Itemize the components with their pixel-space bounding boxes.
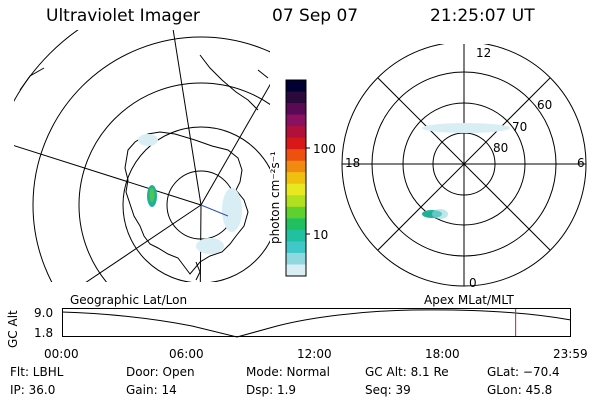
meridian [85, 204, 202, 282]
gc-alt-axis-label: GC Alt [6, 310, 20, 348]
gc-alt-value: GC Alt: 8.1 Re [365, 365, 449, 379]
colorbar-swatch [286, 91, 306, 104]
colorbar-swatch [286, 160, 306, 173]
meridian [172, 30, 202, 206]
lat-circle [78, 82, 270, 282]
mlt-label-6: 6 [577, 156, 585, 170]
colorbar-swatch [286, 229, 306, 242]
apex-mlat-mlt-label: Apex MLat/MLT [424, 293, 514, 307]
mlt-label-18: 18 [345, 156, 361, 170]
coastline [195, 261, 201, 281]
geographic-lat-value: GLat: −70.4 [487, 365, 560, 379]
colorbar-swatch [286, 218, 306, 231]
filter-label: Flt: LBHL [10, 365, 64, 379]
colorbar-swatch [286, 126, 306, 139]
polar-mlt-plot [341, 44, 587, 287]
lat-label-70: 70 [512, 120, 528, 134]
meridian [200, 83, 270, 206]
colorbar-tick-10: 10 [313, 228, 329, 242]
meridian [199, 204, 202, 282]
coastline [257, 69, 269, 79]
aurora-emission [138, 134, 158, 146]
colorbar-swatch [286, 80, 306, 93]
door-label: Door: Open [126, 365, 195, 379]
colorbar-swatch [286, 114, 306, 127]
colorbar-swatch [286, 103, 306, 116]
y-tick-9: 9.0 [34, 306, 54, 320]
colorbar-swatch [286, 183, 306, 196]
time-tick-0000: 00:00 [44, 347, 79, 361]
mlt-line [377, 77, 551, 251]
colorbar-swatch [286, 149, 306, 162]
colorbar-gradient [286, 80, 306, 277]
date-label: 07 Sep 07 [272, 6, 359, 26]
geographic-latlon-label: Geographic Lat/Lon [70, 293, 188, 307]
lat-label-80: 80 [493, 141, 509, 155]
colorbar-swatch [286, 264, 306, 277]
aurora-emission [222, 188, 242, 232]
gain-label: Gain: 14 [126, 383, 177, 397]
coastline [124, 131, 249, 275]
geographic-map [14, 30, 270, 282]
y-tick-1-8: 1.8 [34, 326, 54, 340]
time-tick-1200: 12:00 [297, 347, 332, 361]
colorbar-swatch [286, 241, 306, 254]
colorbar-unit-label: photon cm⁻²s⁻¹ [268, 151, 282, 244]
altitude-curve [62, 309, 572, 338]
aurora-emission [432, 209, 448, 219]
aurora-emission [149, 188, 155, 202]
aurora-emission [422, 123, 510, 133]
dsp-label: Dsp: 1.9 [246, 383, 297, 397]
lat-circle [122, 126, 270, 282]
orbit-altitude-track [62, 308, 572, 338]
time-tick-1800: 18:00 [425, 347, 460, 361]
coastline [199, 54, 259, 111]
colorbar-swatch [286, 137, 306, 150]
time-tick-0600: 06:00 [169, 347, 204, 361]
time-label: 21:25:07 UT [430, 6, 535, 26]
lat-label-60: 60 [537, 98, 553, 112]
geographic-lon-value: GLon: 45.8 [487, 383, 553, 397]
colorbar-swatch [286, 195, 306, 208]
instrument-title: Ultraviolet Imager [46, 6, 200, 26]
satellite-ground-track [200, 204, 229, 217]
colorbar-frame [285, 79, 307, 277]
color-scale-bar [285, 79, 310, 277]
mlt-label-12: 12 [476, 46, 492, 60]
colorbar-swatch [286, 206, 306, 219]
colorbar-swatch [286, 252, 306, 265]
aurora-emission [196, 238, 224, 254]
meridian [14, 145, 202, 206]
track-frame [62, 308, 571, 337]
colorbar-swatch [286, 172, 306, 185]
sequence-label: Seq: 39 [365, 383, 411, 397]
colorbar-tick-100: 100 [313, 142, 336, 156]
coastline [19, 67, 45, 91]
time-tick-2359: 23:59 [553, 347, 588, 361]
lat-circle [32, 36, 270, 282]
mode-label: Mode: Normal [246, 365, 330, 379]
mlt-label-0: 0 [469, 276, 477, 290]
ip-label: IP: 36.0 [10, 383, 56, 397]
